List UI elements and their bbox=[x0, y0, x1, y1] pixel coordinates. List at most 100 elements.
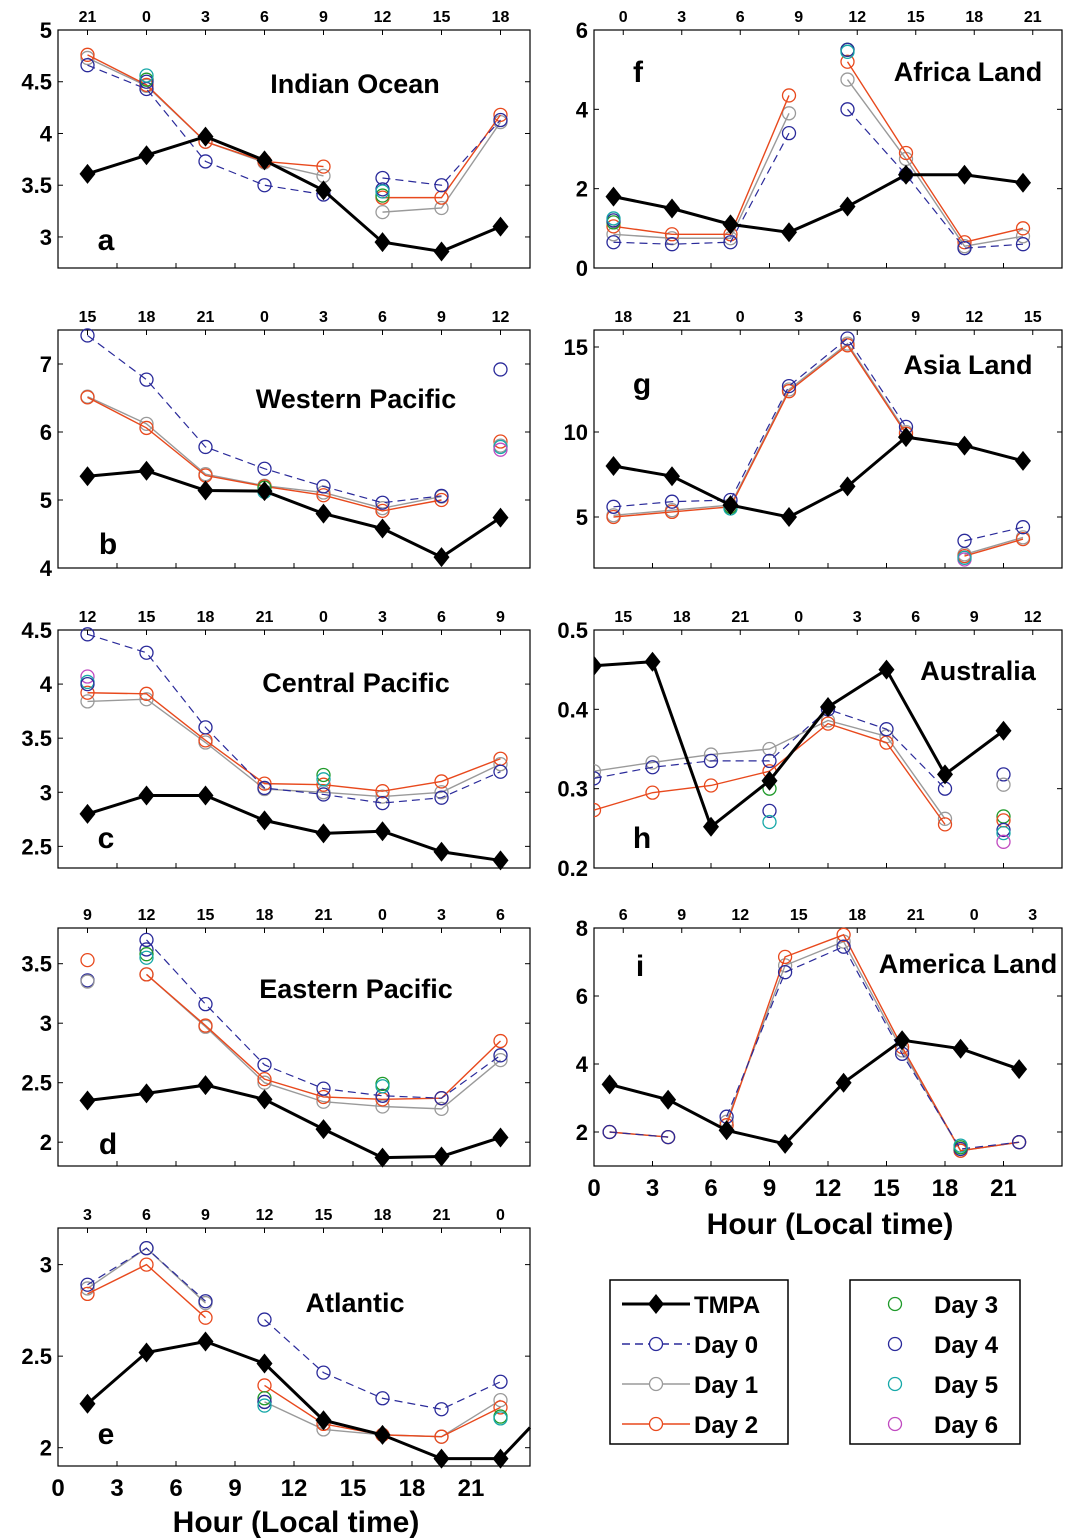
point-tmpa bbox=[660, 1089, 677, 1110]
point-tmpa bbox=[433, 1146, 450, 1167]
point-day-0 bbox=[664, 237, 680, 252]
top-tick-label: 0 bbox=[378, 907, 387, 924]
panel-letter: c bbox=[98, 822, 115, 855]
point-tmpa bbox=[956, 435, 973, 456]
point-day-2 bbox=[80, 47, 95, 62]
point-day-5 bbox=[762, 814, 777, 830]
point-tmpa bbox=[839, 476, 856, 497]
series-line-day-1 bbox=[613, 113, 790, 239]
point-day-1 bbox=[781, 106, 797, 121]
point-day-0 bbox=[316, 479, 331, 494]
panel-letter: e bbox=[98, 1418, 115, 1451]
top-tick-label: 12 bbox=[848, 9, 866, 26]
point-day-0 bbox=[493, 764, 508, 779]
top-tick-label: 15 bbox=[79, 309, 97, 326]
top-tick-label: 9 bbox=[496, 609, 505, 626]
plot-frame bbox=[57, 329, 531, 569]
point-day-0 bbox=[434, 178, 449, 193]
legend-item-day-3: Day 3 bbox=[887, 1292, 998, 1319]
point-tmpa bbox=[781, 222, 797, 243]
point-tmpa bbox=[256, 1353, 273, 1374]
point-day-0 bbox=[198, 154, 213, 169]
point-tmpa bbox=[138, 785, 155, 806]
panel-title: Africa Land bbox=[894, 57, 1043, 87]
top-tick-label: 6 bbox=[142, 1207, 151, 1224]
top-tick-label: 3 bbox=[794, 309, 803, 326]
point-tmpa bbox=[79, 163, 96, 184]
x-tick-label: 12 bbox=[281, 1475, 308, 1502]
point-day-2 bbox=[434, 774, 449, 789]
series-line-day-2 bbox=[964, 538, 1024, 557]
x-tick-label: 21 bbox=[458, 1475, 485, 1502]
point-day-0 bbox=[139, 932, 154, 948]
plot-area bbox=[594, 651, 1012, 849]
point-tmpa bbox=[315, 180, 332, 201]
series-line-day-2 bbox=[613, 344, 907, 518]
top-tick-label: 9 bbox=[970, 609, 979, 626]
top-tick-label: 15 bbox=[907, 9, 925, 26]
top-tick-label: 6 bbox=[853, 309, 862, 326]
point-day-2 bbox=[664, 227, 680, 242]
point-tmpa bbox=[839, 196, 856, 217]
panel-c: 2.5 3 3.5 4 4.5 12 15 18 21 0 3 6 9 Central Pacific c bbox=[21, 609, 531, 871]
point-day-0 bbox=[645, 760, 660, 775]
point-tmpa bbox=[138, 1083, 155, 1104]
point-day-2 bbox=[937, 817, 953, 832]
point-tmpa bbox=[79, 466, 96, 487]
point-day-6 bbox=[80, 669, 95, 684]
top-tick-label: 18 bbox=[138, 309, 156, 326]
point-tmpa bbox=[956, 164, 973, 185]
point-day-0 bbox=[316, 1365, 331, 1380]
top-tick-label: 9 bbox=[319, 9, 328, 26]
legend-label: Day 0 bbox=[694, 1332, 758, 1359]
point-day-2 bbox=[836, 927, 851, 942]
point-tmpa bbox=[374, 518, 391, 539]
top-tick-label: 0 bbox=[260, 309, 269, 326]
top-tick-label: 18 bbox=[256, 907, 274, 924]
legend-label: Day 2 bbox=[694, 1412, 758, 1439]
series-line-tmpa bbox=[87, 134, 502, 253]
y-tick-label: 6 bbox=[40, 420, 52, 445]
point-tmpa bbox=[777, 1133, 794, 1154]
point-day-0 bbox=[493, 1374, 508, 1389]
point-day-0 bbox=[434, 1402, 449, 1417]
panel-title: Central Pacific bbox=[262, 668, 450, 698]
point-day-1 bbox=[762, 741, 777, 757]
plot-area bbox=[79, 932, 509, 1168]
point-day-1 bbox=[645, 755, 660, 770]
point-day-2 bbox=[606, 219, 621, 234]
panel-title: Indian Ocean bbox=[270, 69, 440, 99]
y-tick-label: 3.5 bbox=[21, 173, 52, 198]
point-day-5 bbox=[996, 825, 1011, 841]
point-day-2 bbox=[375, 784, 390, 799]
point-day-0 bbox=[198, 439, 213, 455]
y-tick-label: 2 bbox=[576, 177, 588, 202]
panel-letter: i bbox=[636, 950, 644, 983]
y-tick-label: 7 bbox=[40, 352, 52, 377]
point-day-1 bbox=[493, 1392, 508, 1408]
legend-item-tmpa: TMPA bbox=[622, 1292, 760, 1319]
x-tick-label: 3 bbox=[110, 1475, 123, 1502]
plot-area bbox=[79, 47, 509, 262]
point-tmpa bbox=[878, 659, 895, 680]
x-tick-label: 15 bbox=[873, 1175, 900, 1202]
point-tmpa bbox=[761, 770, 778, 791]
panel-d: 2 2.5 3 3.5 9 12 15 18 21 0 3 6 Eastern Pacific d bbox=[21, 907, 531, 1168]
panel-letter: f bbox=[633, 56, 644, 89]
y-tick-label: 3 bbox=[40, 1011, 52, 1036]
point-tmpa bbox=[256, 1089, 273, 1110]
plot-frame bbox=[593, 629, 1063, 869]
plot-frame bbox=[593, 927, 1063, 1167]
panel-letter: d bbox=[99, 1128, 117, 1161]
point-day-0 bbox=[781, 378, 797, 394]
point-day-2 bbox=[257, 776, 272, 791]
point-tmpa bbox=[894, 1030, 911, 1051]
point-day-2 bbox=[840, 338, 855, 353]
plot-area bbox=[605, 42, 1031, 256]
point-day-5 bbox=[957, 550, 972, 565]
top-tick-label: 6 bbox=[619, 907, 628, 924]
panel-title: Western Pacific bbox=[256, 384, 457, 414]
plot-area bbox=[79, 627, 509, 871]
top-tick-label: 3 bbox=[83, 1207, 92, 1224]
point-day-0 bbox=[836, 939, 851, 954]
